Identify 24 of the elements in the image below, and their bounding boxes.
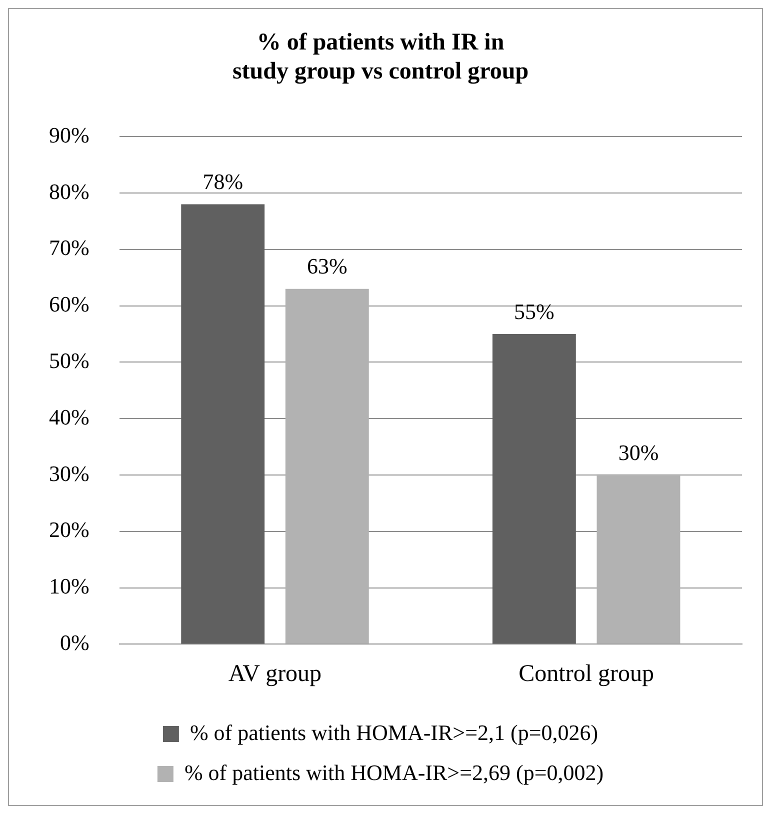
text: study group vs control group [232,58,529,84]
data-label: 55% [514,298,554,324]
y-tick-label: 10% [49,574,90,599]
y-tick-label: 90% [49,122,90,148]
bar [492,334,576,644]
y-tick-label: 0% [60,630,90,655]
y-tick-label: 50% [49,348,90,373]
text: % of patients with IR in [256,30,504,56]
y-tick-label: 20% [49,517,90,542]
legend-label: % of patients with HOMA-IR>=2,69 (p=0,002) [184,760,604,785]
legend-label: % of patients with HOMA-IR>=2,1 (p=0,026) [190,720,598,745]
y-tick-label: 80% [49,178,90,204]
bar [285,288,369,644]
x-tick-label: Control group [518,660,654,687]
y-tick-label: 40% [49,404,90,430]
data-label: 30% [618,440,659,465]
bar [181,204,265,644]
data-label: 63% [306,254,348,279]
y-tick-label: 70% [49,235,90,260]
y-tick-label: 30% [49,460,90,486]
x-tick-label: AV group [228,660,322,687]
y-tick-label: 60% [49,292,90,317]
data-label: 78% [202,169,244,194]
bar [596,475,680,644]
